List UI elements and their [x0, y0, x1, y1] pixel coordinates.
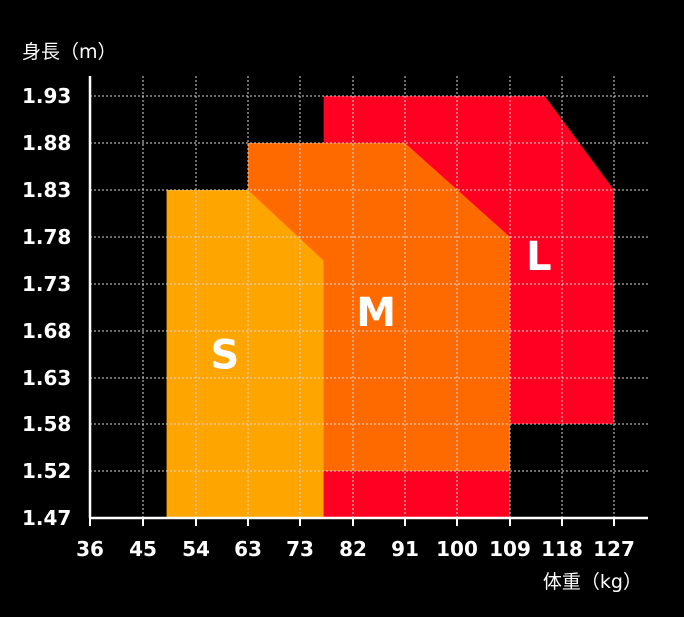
gridlines: [90, 76, 648, 518]
x-tick-label: 127: [593, 537, 635, 561]
y-tick-labels: 1.47 1.52 1.58 1.63 1.68 1.73 1.78 1.83 1.88 1.93: [22, 84, 71, 530]
y-tick-label: 1.88: [22, 131, 71, 155]
y-tick-label: 1.68: [22, 319, 71, 343]
x-tick-label: 45: [129, 537, 157, 561]
x-axis-title: 体重（kg）: [543, 571, 642, 593]
y-tick-label: 1.78: [22, 225, 71, 249]
x-tick-label: 109: [489, 537, 531, 561]
x-tick-labels: 36 45 54 63 73 82 91 100 109 118 127: [76, 518, 635, 561]
x-tick-label: 73: [286, 537, 314, 561]
size-region-s: [166, 190, 324, 518]
x-tick-label: 63: [234, 537, 262, 561]
x-tick-label: 100: [436, 537, 478, 561]
y-tick-label: 1.47: [22, 506, 71, 530]
region-label-m: M: [356, 290, 396, 336]
y-tick-label: 1.52: [22, 459, 71, 483]
y-tick-label: 1.73: [22, 272, 71, 296]
x-tick-label: 54: [182, 537, 210, 561]
y-tick-label: 1.83: [22, 178, 71, 202]
region-label-s: S: [210, 333, 239, 379]
y-axis-title: 身長（m）: [22, 41, 117, 63]
region-labels: L M S: [210, 234, 551, 379]
x-tick-label: 82: [339, 537, 367, 561]
x-tick-label: 118: [541, 537, 583, 561]
y-tick-label: 1.63: [22, 366, 71, 390]
region-label-l: L: [526, 234, 552, 280]
x-tick-label: 91: [391, 537, 419, 561]
y-tick-label: 1.58: [22, 412, 71, 436]
y-tick-label: 1.93: [22, 84, 71, 108]
x-tick-label: 36: [76, 537, 104, 561]
